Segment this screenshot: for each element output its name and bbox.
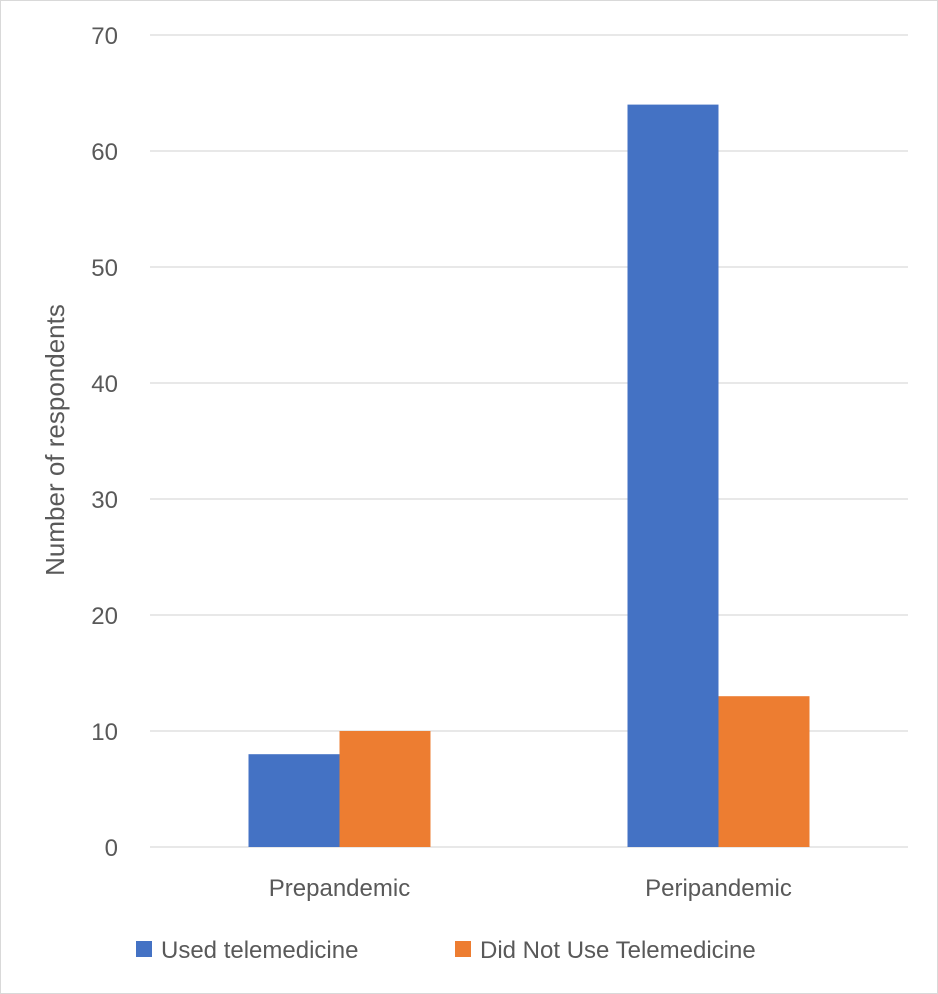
bar-prepandemic-series-2: [339, 731, 431, 847]
bars: [248, 104, 810, 848]
x-tick-label: Prepandemic: [269, 875, 410, 902]
legend: Used telemedicine Did Not Use Telemedicin…: [136, 937, 756, 964]
y-tick-label: 20: [91, 603, 118, 630]
legend-swatch: [455, 941, 471, 957]
bar-prepandemic-series-1: [248, 754, 340, 847]
y-tick-label: 50: [91, 255, 118, 282]
legend-label: Used telemedicine: [161, 937, 358, 964]
legend-label: Did Not Use Telemedicine: [480, 937, 756, 964]
x-tick-label: Peripandemic: [645, 875, 792, 902]
legend-swatch: [136, 941, 152, 957]
y-tick-label: 60: [91, 139, 118, 166]
y-axis-tick-labels: 0 10 20 30 40 50 60 70: [91, 23, 118, 862]
y-tick-label: 70: [91, 23, 118, 50]
y-tick-label: 10: [91, 719, 118, 746]
y-tick-label: 0: [105, 835, 118, 862]
y-axis-title: Number of respondents: [40, 304, 70, 576]
bar-peripandemic-series-2: [718, 696, 810, 847]
bar-peripandemic-series-1: [627, 104, 719, 848]
y-tick-label: 40: [91, 371, 118, 398]
x-axis-tick-labels: Prepandemic Peripandemic: [269, 875, 792, 902]
y-tick-label: 30: [91, 487, 118, 514]
